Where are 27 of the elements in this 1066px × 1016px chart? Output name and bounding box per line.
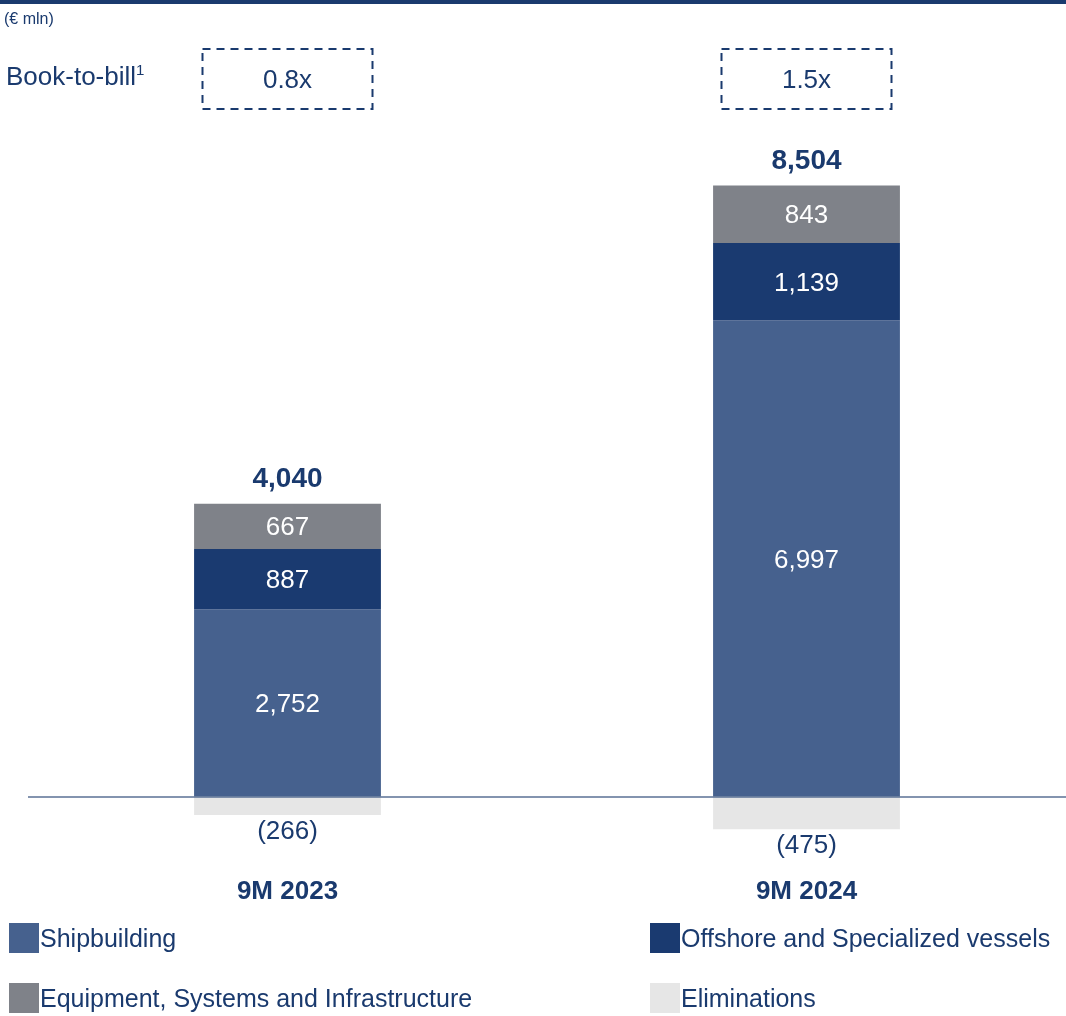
- bar: [713, 796, 900, 830]
- total-label: 4,040: [252, 462, 323, 494]
- bar: [713, 320, 900, 797]
- data-label: 2,752: [254, 688, 321, 719]
- total-label: 8,504: [771, 144, 842, 176]
- legend-label: Eliminations: [681, 984, 816, 1012]
- data-label: 6,997: [773, 543, 840, 574]
- bar: [713, 185, 900, 243]
- legend-label: Offshore and Specialized vessels: [681, 924, 1051, 952]
- bar: [194, 609, 381, 797]
- bar: [194, 503, 381, 550]
- text: 0.8x: [262, 64, 313, 94]
- x-tick-label: 9M 2024: [755, 875, 858, 905]
- legend-label: Shipbuilding: [40, 924, 177, 952]
- data-label: 667: [265, 511, 310, 542]
- bar: [713, 242, 900, 321]
- data-label: (266): [257, 814, 318, 845]
- bar: [194, 549, 381, 610]
- text: (€ mln): [4, 9, 54, 27]
- bar: [194, 796, 381, 815]
- data-label: (475): [776, 829, 837, 860]
- data-label: 843: [784, 199, 829, 230]
- data-label: 887: [265, 564, 310, 595]
- text: 1.5x: [781, 64, 832, 94]
- legend-label: Equipment, Systems and Infrastructure: [40, 984, 473, 1012]
- x-tick-label: 9M 2023: [236, 875, 339, 905]
- data-label: 1,139: [773, 266, 840, 297]
